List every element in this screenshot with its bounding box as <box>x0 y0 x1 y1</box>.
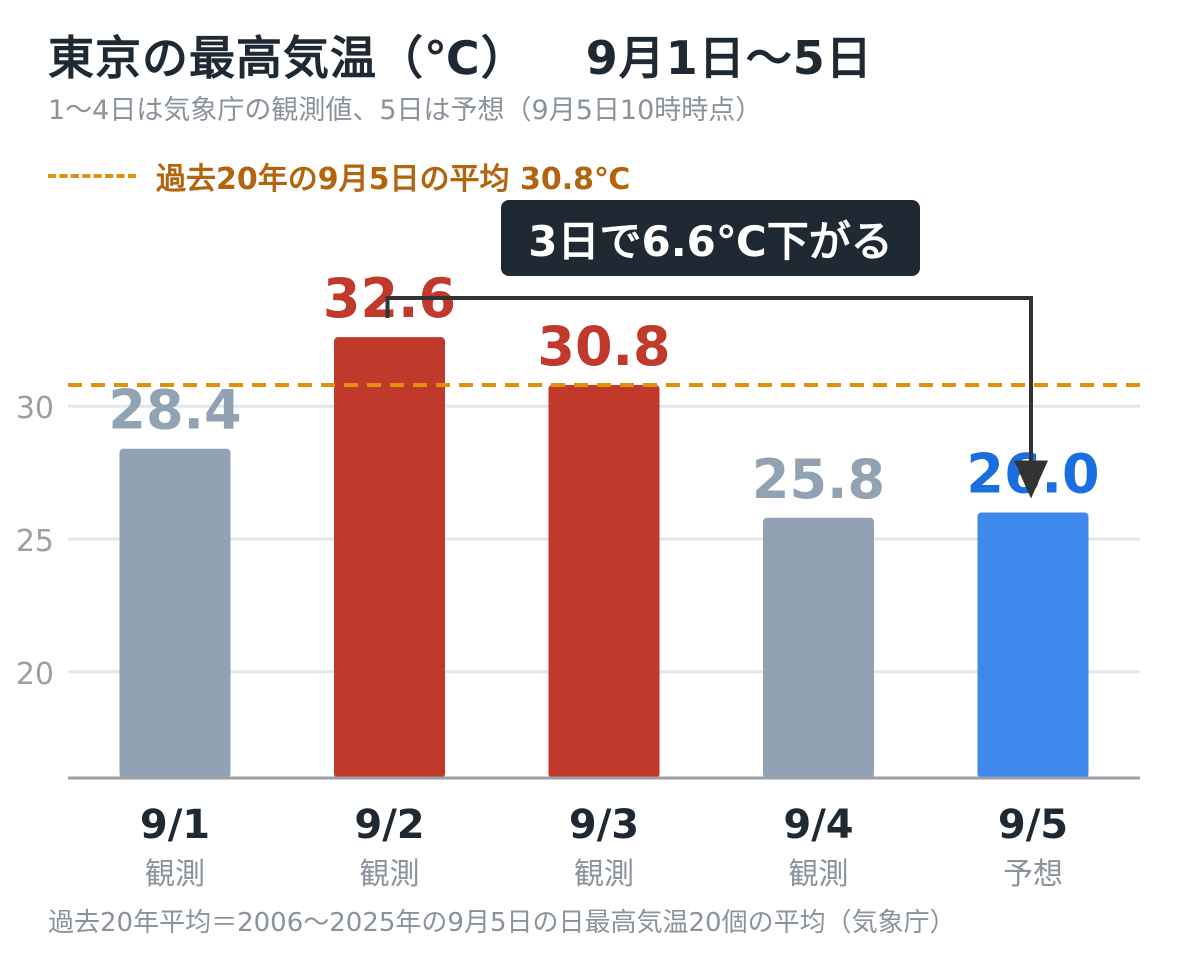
bar <box>977 512 1089 778</box>
annotation-callout: 3日で6.6℃下がる <box>501 200 920 276</box>
footnote: 過去20年平均＝2006〜2025年の9月5日の日最高気温20個の平均（気象庁） <box>48 908 956 938</box>
bar <box>548 384 660 778</box>
bar <box>334 337 445 778</box>
reference-line-swatch <box>48 174 136 178</box>
x-tick-label: 9/2 <box>354 802 424 848</box>
chart-subtitle: 1〜4日は気象庁の観測値、5日は予想（9月5日10時時点） <box>48 95 763 126</box>
chart-title: 東京の最高気温（℃） 9月1日〜5日 <box>48 22 873 88</box>
data-label: 28.4 <box>108 379 241 442</box>
annotation-arrowhead <box>1014 460 1048 499</box>
y-tick-label: 25 <box>16 524 54 559</box>
x-tick-sublabel: 観測 <box>360 857 420 892</box>
x-tick-label: 9/1 <box>140 802 210 848</box>
data-label: 30.8 <box>537 315 670 378</box>
title-period: 9月1日〜5日 <box>585 31 873 85</box>
x-tick-sublabel: 予想 <box>1003 857 1063 892</box>
bar <box>119 448 231 778</box>
y-tick-label: 20 <box>16 657 54 692</box>
x-tick-label: 9/4 <box>783 802 853 848</box>
reference-line-legend: 過去20年の9月5日の平均 30.8℃ <box>48 154 630 198</box>
bar <box>763 517 874 778</box>
x-tick-label: 9/3 <box>569 802 639 848</box>
x-tick-sublabel: 観測 <box>574 857 634 892</box>
annotation-arrow-line <box>385 296 1033 465</box>
x-tick-sublabel: 観測 <box>145 857 205 892</box>
reference-line-label: 過去20年の9月5日の平均 30.8℃ <box>156 162 631 197</box>
title-main: 東京の最高気温（℃） <box>48 31 528 85</box>
y-tick-label: 30 <box>16 391 54 426</box>
x-tick-label: 9/5 <box>998 802 1068 848</box>
data-label: 25.8 <box>752 448 885 511</box>
x-tick-sublabel: 観測 <box>789 857 849 892</box>
